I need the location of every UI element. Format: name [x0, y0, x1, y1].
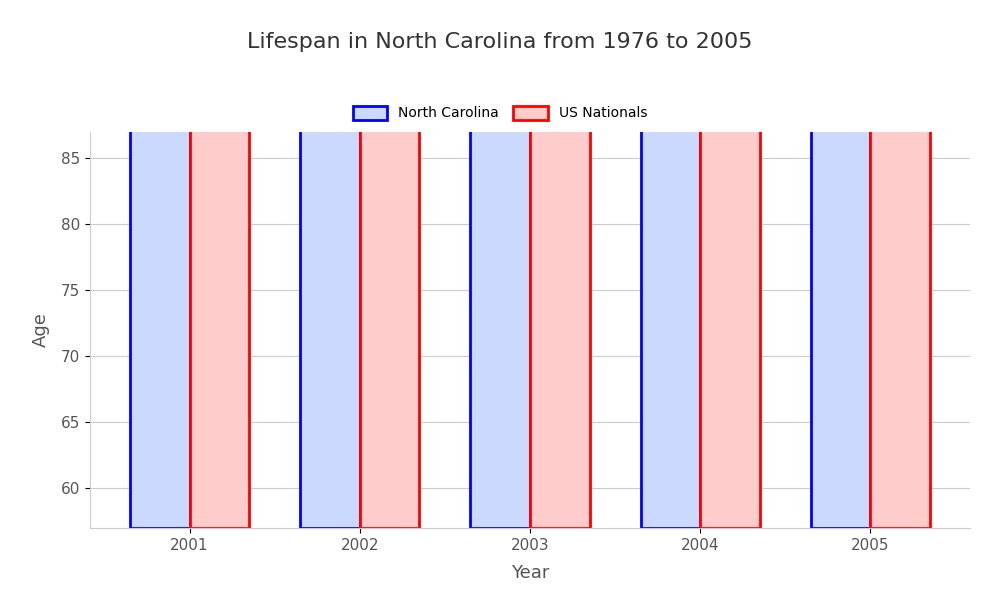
Legend: North Carolina, US Nationals: North Carolina, US Nationals: [347, 100, 653, 126]
Bar: [811, 0, 870, 528]
Bar: [530, 0, 590, 528]
Text: Lifespan in North Carolina from 1976 to 2005: Lifespan in North Carolina from 1976 to …: [247, 32, 753, 52]
Y-axis label: Age: Age: [32, 313, 50, 347]
Bar: [870, 0, 930, 528]
Bar: [130, 0, 190, 528]
Bar: [300, 0, 360, 528]
Bar: [360, 0, 419, 528]
X-axis label: Year: Year: [511, 564, 549, 582]
Bar: [700, 0, 760, 528]
Bar: [641, 0, 700, 528]
Bar: [470, 0, 530, 528]
Bar: [190, 0, 249, 528]
